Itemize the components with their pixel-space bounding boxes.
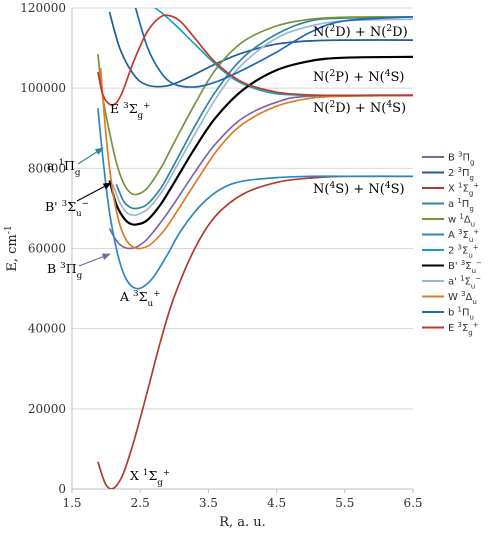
x-tick-label: 6.5 <box>403 496 422 510</box>
curve-annotations: E 3Σg+ a 1Πg B' 3Σu− B 3Πg A 3Σu+ X 1Σg+ N(2D)… <box>45 24 408 488</box>
curve-label-B: B 3Πg <box>47 261 83 281</box>
legend-label: B 3Πg <box>448 151 475 167</box>
annotation-arrow-0 <box>77 147 104 165</box>
series-line-10 <box>134 8 413 88</box>
x-tick-label: 3.5 <box>199 496 218 510</box>
curve-label-A: A 3Σu+ <box>119 289 160 309</box>
legend-label: a 1Πg <box>448 197 474 213</box>
series-line-11 <box>97 14 413 106</box>
asymptote-label-ps: N(2P) + N(4S) <box>313 69 404 85</box>
y-tick-label: 100000 <box>20 81 66 95</box>
legend-label: w 1Δu <box>448 213 475 229</box>
annotation-arrow-2 <box>78 253 111 267</box>
y-tick-label: 20000 <box>28 402 66 416</box>
series-lines <box>97 8 413 489</box>
curve-label-a: a 1Πg <box>47 158 81 178</box>
series-line-2 <box>97 175 413 489</box>
y-tick-label: 60000 <box>28 242 66 256</box>
legend-label: B' 3Σu− <box>448 259 482 275</box>
asymptote-label-ds: N(2D) + N(4S) <box>313 100 406 116</box>
legend-label: A 3Σu+ <box>448 228 479 244</box>
x-tick-label: 2.5 <box>131 496 150 510</box>
legend-label: X 1Σg+ <box>448 182 479 198</box>
series-line-3 <box>115 15 413 210</box>
asymptote-label-ss: N(4S) + N(4S) <box>313 181 405 197</box>
y-tick-label: 0 <box>58 482 66 496</box>
x-axis-title: R, a. u. <box>219 515 266 530</box>
legend-label: E 3Σg+ <box>448 321 479 337</box>
series-line-4 <box>97 15 413 196</box>
curve-label-Bp: B' 3Σu− <box>45 199 89 219</box>
series-line-7 <box>108 55 413 226</box>
curve-label-E: E 3Σg+ <box>110 101 150 121</box>
legend-label: W 3Δu <box>448 290 477 306</box>
y-tick-label: 120000 <box>20 1 66 15</box>
x-tick-label: 5.5 <box>335 496 354 510</box>
legend-label: 2 3Σu+ <box>448 244 479 260</box>
series-line-1 <box>108 11 413 88</box>
x-tick-label: 4.5 <box>267 496 286 510</box>
x-tick-label: 1.5 <box>62 496 81 510</box>
legend-label: a' 1Σu− <box>448 275 481 291</box>
axes: 0 20000 40000 60000 80000 100000 120000 1.5 2.5 3… <box>20 1 422 510</box>
series-line-8 <box>112 18 413 217</box>
y-tick-label: 40000 <box>28 322 66 336</box>
y-axis-title: E, cm-1 <box>4 225 20 271</box>
curve-label-X: X 1Σg+ <box>130 468 170 488</box>
series-line-5 <box>97 108 413 290</box>
annotation-arrow-1 <box>76 182 112 202</box>
series-line-0 <box>108 94 413 250</box>
asymptote-label-dd: N(2D) + N(2D) <box>313 24 408 40</box>
y-tick-label: 80000 <box>28 161 66 175</box>
legend-label: b 1Πu <box>448 306 474 322</box>
legend-label: 2 3Πg <box>448 166 474 182</box>
series-line-9 <box>99 68 413 250</box>
